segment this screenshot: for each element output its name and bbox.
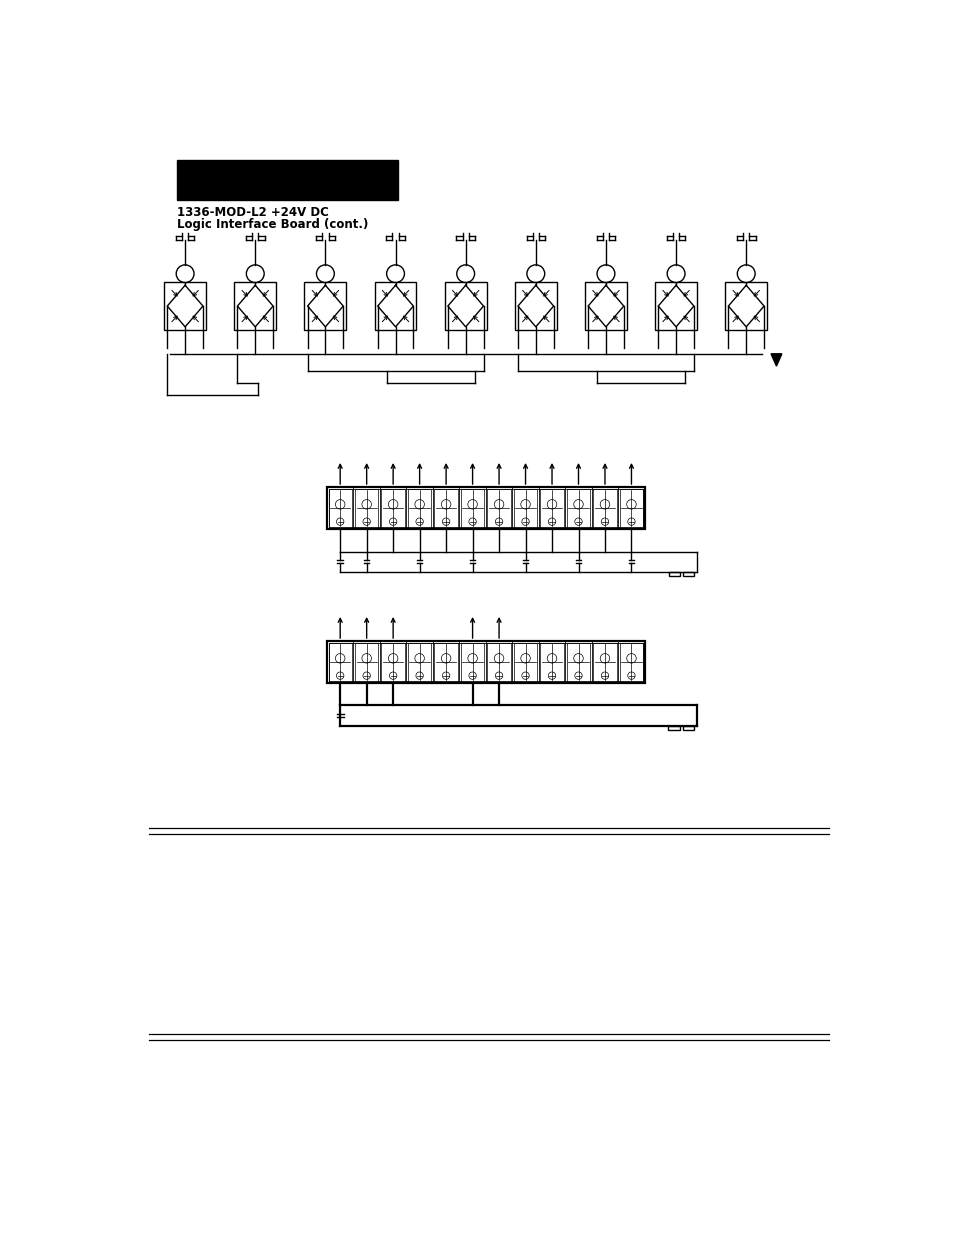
Bar <box>593 642 616 682</box>
Bar <box>327 641 644 683</box>
Bar <box>329 643 642 682</box>
Bar <box>667 726 679 730</box>
Bar <box>584 282 626 330</box>
Bar <box>593 489 616 527</box>
Bar <box>514 642 537 682</box>
Bar <box>655 282 697 330</box>
Bar <box>444 282 486 330</box>
Bar <box>328 489 352 527</box>
Bar <box>355 642 378 682</box>
Bar <box>460 642 484 682</box>
Bar <box>669 572 679 577</box>
Bar <box>164 282 206 330</box>
Bar <box>487 642 510 682</box>
Bar <box>682 572 694 577</box>
Bar <box>434 489 457 527</box>
Bar <box>682 726 694 730</box>
Bar <box>566 642 590 682</box>
Bar <box>355 489 378 527</box>
Bar <box>566 489 590 527</box>
Bar <box>408 642 431 682</box>
Bar <box>724 282 766 330</box>
Bar <box>408 489 431 527</box>
Text: 1336-MOD-L2 +24V DC: 1336-MOD-L2 +24V DC <box>177 206 329 219</box>
Bar <box>514 489 537 527</box>
Bar <box>539 642 563 682</box>
Bar <box>539 489 563 527</box>
Bar <box>434 642 457 682</box>
Bar <box>329 489 642 527</box>
Bar <box>375 282 416 330</box>
Bar <box>234 282 276 330</box>
Bar <box>381 642 404 682</box>
Bar <box>515 282 557 330</box>
Bar <box>619 642 642 682</box>
Bar <box>460 489 484 527</box>
Bar <box>487 489 510 527</box>
Text: Logic Interface Board (cont.): Logic Interface Board (cont.) <box>177 219 369 231</box>
Bar <box>619 489 642 527</box>
Bar <box>381 489 404 527</box>
Bar <box>327 487 644 530</box>
Bar <box>328 642 352 682</box>
Bar <box>304 282 346 330</box>
Bar <box>177 159 397 200</box>
Polygon shape <box>770 353 781 366</box>
